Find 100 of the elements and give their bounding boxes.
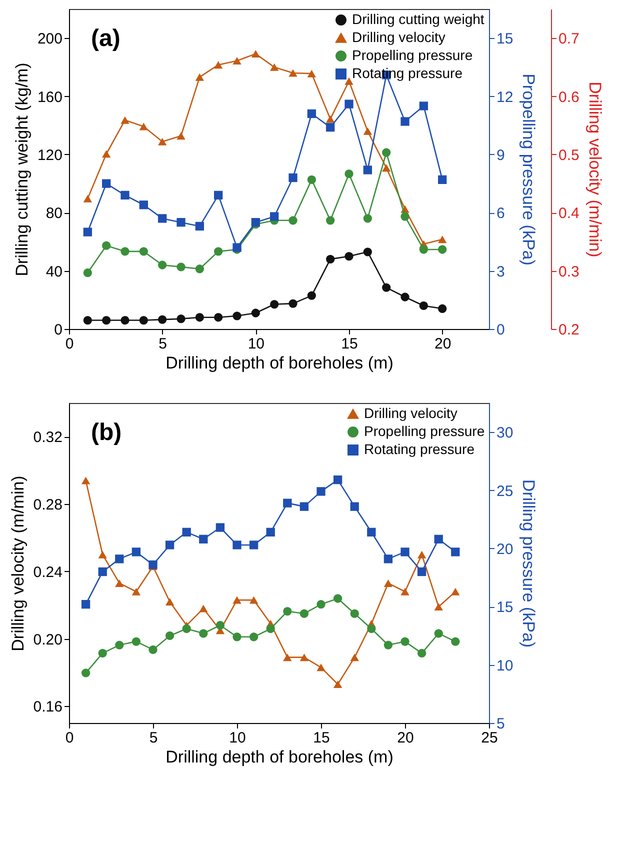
- y3-axis-title: Drilling velocity (m/min): [585, 82, 604, 258]
- point: [350, 654, 359, 662]
- point: [214, 190, 223, 200]
- y2-tick-label: 6: [496, 205, 505, 222]
- point: [270, 212, 279, 221]
- point: [102, 150, 111, 158]
- point: [195, 73, 204, 81]
- point: [132, 548, 141, 556]
- point: [139, 316, 148, 325]
- legend-label: Drilling velocity: [352, 29, 446, 45]
- point: [216, 620, 225, 630]
- point: [326, 254, 335, 264]
- point: [176, 262, 186, 272]
- point: [158, 138, 167, 146]
- legend-label: Drilling cutting weight: [352, 11, 484, 27]
- point: [316, 664, 326, 672]
- point: [400, 212, 410, 221]
- y2-tick-label: 10: [496, 657, 514, 674]
- point: [232, 312, 242, 320]
- point: [419, 102, 428, 110]
- point: [176, 218, 186, 227]
- point: [400, 292, 410, 302]
- y2-tick-label: 25: [496, 482, 514, 500]
- point: [326, 115, 335, 123]
- point: [176, 132, 186, 140]
- point: [232, 540, 242, 550]
- y-tick-label: 0.24: [33, 564, 62, 581]
- point: [251, 50, 260, 58]
- point: [434, 629, 443, 638]
- y2-tick-label: 30: [496, 424, 514, 442]
- point: [102, 179, 111, 188]
- point: [283, 606, 292, 616]
- point: [214, 247, 223, 256]
- point: [333, 594, 342, 603]
- y-tick-label: 120: [37, 146, 62, 164]
- point: [195, 222, 204, 231]
- point: [83, 268, 92, 278]
- point: [214, 313, 223, 322]
- x-tick-label: 25: [481, 730, 498, 746]
- x-axis-title: Drilling depth of boreholes (m): [166, 748, 394, 766]
- point: [120, 247, 130, 256]
- point: [98, 567, 107, 576]
- y2-tick-label: 20: [496, 540, 514, 558]
- point: [115, 554, 124, 564]
- point: [363, 166, 372, 174]
- y-tick-label: 160: [37, 88, 62, 106]
- point: [102, 316, 111, 325]
- point: [451, 637, 460, 646]
- point: [232, 596, 242, 604]
- point: [270, 63, 279, 71]
- point: [83, 194, 92, 202]
- point: [451, 548, 460, 556]
- point: [132, 588, 141, 596]
- point: [115, 579, 124, 587]
- point: [214, 61, 223, 69]
- point: [300, 609, 309, 618]
- annotation: (b): [91, 419, 122, 446]
- point: [249, 632, 258, 642]
- y3-tick-label: 0.5: [558, 146, 580, 164]
- point: [400, 637, 410, 646]
- point: [382, 283, 391, 292]
- point: [283, 654, 292, 662]
- point: [326, 216, 335, 225]
- x-axis-title: Drilling depth of boreholes (m): [166, 354, 394, 372]
- x-tick-label: 20: [397, 730, 414, 746]
- point: [158, 260, 167, 270]
- y-tick-label: 40: [46, 263, 62, 280]
- point: [384, 640, 393, 650]
- y-tick-label: 0.20: [33, 631, 62, 648]
- point: [288, 69, 298, 77]
- y2-tick-label: 12: [496, 88, 514, 106]
- point: [182, 528, 191, 536]
- point: [417, 550, 426, 558]
- y-axis-title: Drilling velocity (m/min): [8, 476, 28, 652]
- point: [400, 588, 410, 596]
- point: [451, 588, 460, 596]
- point: [165, 598, 174, 606]
- point: [333, 475, 342, 484]
- point: [158, 315, 167, 324]
- y3-tick-label: 0.7: [558, 30, 580, 48]
- y2-tick-label: 0: [496, 322, 505, 338]
- point: [81, 668, 90, 678]
- point: [132, 637, 141, 646]
- y3-tick-label: 0.6: [558, 88, 580, 106]
- point: [344, 170, 354, 178]
- x-tick-label: 10: [248, 336, 265, 352]
- y-tick-label: 80: [46, 205, 62, 222]
- point: [139, 247, 148, 256]
- y2-axis-title: Drilling pressure (kPa): [519, 479, 538, 648]
- point: [98, 550, 107, 558]
- point: [165, 540, 174, 550]
- point: [120, 190, 130, 200]
- y3-tick-label: 0.4: [558, 205, 580, 222]
- point: [81, 600, 90, 609]
- point: [367, 624, 376, 634]
- point: [216, 523, 225, 532]
- annotation: (a): [91, 25, 120, 52]
- point: [382, 148, 391, 157]
- point: [283, 498, 292, 508]
- point: [182, 624, 191, 634]
